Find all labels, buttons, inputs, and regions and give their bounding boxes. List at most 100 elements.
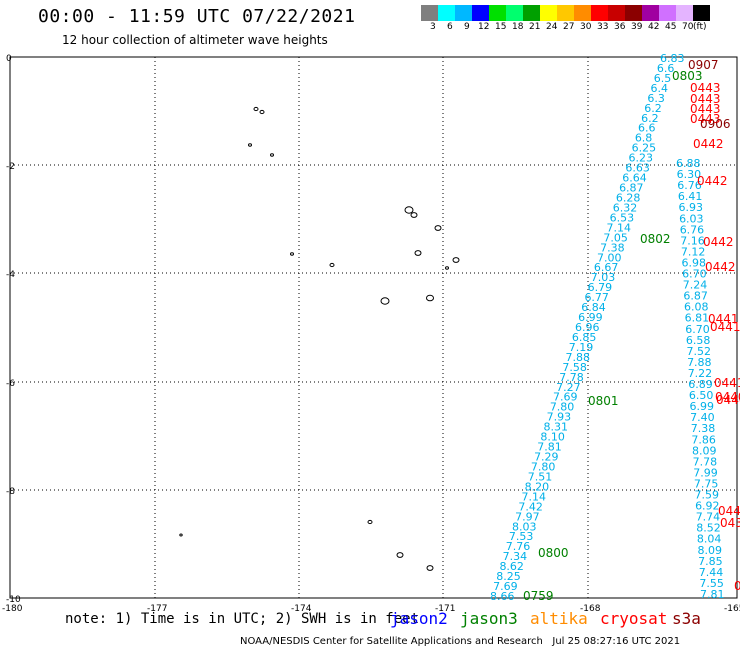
- wave-height-label: 7.81: [700, 588, 725, 601]
- pass-time-label: 0759: [523, 589, 554, 603]
- colorbar-swatch: [472, 5, 489, 21]
- wave-height-label: 7.00: [597, 251, 622, 264]
- wave-height-label: 7.44: [699, 566, 724, 579]
- wave-height-label: 7.38: [600, 241, 625, 254]
- x-tick-label: -174: [291, 604, 312, 614]
- wave-height-label: 6.8: [635, 132, 653, 145]
- wave-height-label: 7.74: [696, 511, 721, 524]
- wave-height-label: 7.14: [606, 221, 631, 234]
- x-tick-label: -165: [724, 604, 740, 614]
- colorbar-swatch: [642, 5, 659, 21]
- wave-height-label: 6.41: [678, 190, 703, 203]
- wave-height-label: 7.16: [680, 234, 705, 247]
- legend-altika: altika: [530, 609, 588, 628]
- wave-height-label: 7.76: [506, 540, 530, 553]
- legend-jason3: jason3: [460, 609, 518, 628]
- wave-height-label: 6.28: [616, 191, 641, 204]
- colorbar-tick-label: 12: [478, 22, 490, 32]
- wave-height-label: 6.53: [610, 211, 635, 224]
- wave-height-label: 7.24: [683, 279, 708, 292]
- island-outline: [434, 225, 442, 231]
- y-tick-label: 0: [6, 54, 12, 64]
- wave-height-label: 6.77: [584, 291, 609, 304]
- colorbar-swatch: [574, 5, 591, 21]
- wave-height-label: 7.53: [509, 530, 534, 543]
- wave-height-label: 7.19: [569, 341, 594, 354]
- wave-height-label: 6.88: [676, 157, 701, 170]
- island-outline: [329, 262, 335, 268]
- wave-height-label: 8.10: [540, 431, 565, 444]
- wave-height-label: 7.38: [691, 422, 716, 435]
- wave-height-label: 7.69: [493, 580, 518, 593]
- island-outline: [410, 212, 418, 218]
- wave-height-label: 6.03: [679, 212, 704, 225]
- colorbar-tick-label: 27: [563, 22, 575, 32]
- colorbar-tick-label: 70: [682, 22, 694, 32]
- colorbar-tick-label: 42: [648, 22, 660, 32]
- pass-time-label: 0442: [693, 137, 724, 151]
- wave-height-label: 7.22: [688, 367, 713, 380]
- wave-height-label: 6.85: [572, 331, 597, 344]
- pass-time-label: 0801: [588, 394, 619, 408]
- pass-time-label: 0443: [690, 112, 721, 126]
- colorbar-tick-label: 3: [430, 22, 436, 32]
- colorbar-swatch: [625, 5, 642, 21]
- wave-height-label: 8.62: [499, 560, 524, 573]
- wave-height-label: 7.52: [686, 345, 711, 358]
- island-outline: [248, 143, 252, 147]
- colorbar-tick-label: 18: [512, 22, 524, 32]
- island-outline: [270, 153, 274, 157]
- y-tick-label: -6: [6, 379, 15, 389]
- pass-time-label: 0442: [697, 174, 728, 188]
- wave-height-label: 6.98: [682, 256, 707, 269]
- colorbar-tick-label: (ft): [693, 22, 707, 32]
- pass-time-label: 0907: [688, 58, 719, 72]
- pass-time-label: 0439: [720, 516, 740, 530]
- wave-height-label: 7.40: [690, 411, 715, 424]
- island-outline: [445, 266, 449, 270]
- wave-height-label: 6.50: [689, 389, 714, 402]
- wave-height-label: 8.52: [696, 522, 721, 535]
- wave-height-label: 6.58: [686, 334, 711, 347]
- wave-height-label: 6.5: [654, 72, 672, 85]
- colorbar-tick-label: 33: [597, 22, 609, 32]
- pass-time-label: 0800: [538, 546, 569, 560]
- wave-height-label: 7.12: [681, 245, 706, 258]
- island-outline: [290, 252, 294, 256]
- wave-height-label: 6.4: [651, 82, 669, 95]
- wave-height-label: 7.51: [528, 470, 553, 483]
- wave-height-label: 6.81: [685, 312, 710, 325]
- pass-time-label: 0443: [690, 102, 721, 116]
- pass-time-label: 0442: [705, 260, 736, 274]
- island-outline: [396, 552, 404, 558]
- y-tick-label: -4: [6, 270, 15, 280]
- wave-height-label: 6.76: [677, 179, 702, 192]
- wave-height-label: 6.96: [575, 321, 600, 334]
- wave-height-label: 6.2: [644, 102, 662, 115]
- wave-height-label: 8.66: [490, 590, 515, 603]
- wave-height-label: 7.03: [591, 271, 616, 284]
- note-text: note: 1) Time is in UTC; 2) SWH is in fe…: [65, 611, 420, 627]
- wave-height-label: 6.87: [619, 182, 644, 195]
- wave-height-label: 7.88: [566, 351, 591, 364]
- wave-height-label: 7.14: [521, 490, 546, 503]
- wave-height-label: 6.23: [629, 152, 654, 165]
- wave-height-label: 6.67: [594, 261, 619, 274]
- colorbar-swatch: [693, 5, 710, 21]
- wave-height-label: 8.25: [496, 570, 520, 583]
- wave-height-label: 6.89: [688, 378, 713, 391]
- legend-cryosat: cryosat: [600, 609, 668, 628]
- wave-height-label: 6.63: [625, 162, 650, 175]
- colorbar-tick-label: 24: [546, 22, 558, 32]
- island-outline: [426, 294, 434, 302]
- x-tick-label: -168: [580, 604, 601, 614]
- wave-height-label: 6.83: [660, 52, 685, 65]
- wave-height-label: 6.3: [647, 92, 665, 105]
- colorbar: [421, 5, 710, 21]
- island-outline: [380, 297, 390, 305]
- wave-height-label: 7.69: [553, 391, 578, 404]
- island-outline: [259, 109, 265, 115]
- wave-height-label: 8.03: [512, 520, 537, 533]
